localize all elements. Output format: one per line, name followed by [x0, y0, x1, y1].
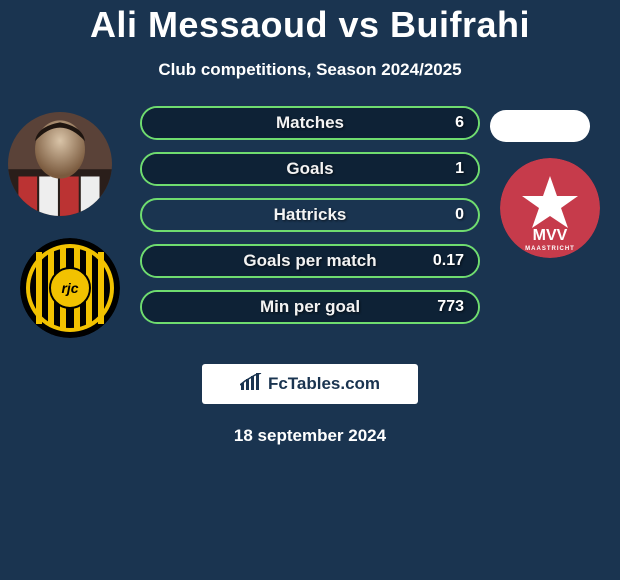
stat-pill-value-right: 0 [455, 206, 464, 224]
stat-pill: Matches6 [140, 106, 480, 140]
stats-area: rjc MVV MAASTRICHT Matches6 Goals1 Hattric… [0, 110, 620, 360]
stat-pill: Min per goal773 [140, 290, 480, 324]
club-left-badge-svg: rjc [20, 238, 120, 338]
club-right-badge-subtext: MAASTRICHT [525, 246, 575, 252]
player-left-avatar-svg [8, 112, 112, 216]
stat-pill: Goals1 [140, 152, 480, 186]
brand-box[interactable]: FcTables.com [202, 364, 418, 404]
stat-pill: Goals per match0.17 [140, 244, 480, 278]
stat-pill-label: Hattricks [142, 205, 478, 225]
stat-pill-label: Goals [142, 159, 478, 179]
club-left-badge: rjc [20, 238, 120, 338]
page-title: Ali Messaoud vs Buifrahi [0, 4, 620, 46]
stat-pill: Hattricks0 [140, 198, 480, 232]
date-line: 18 september 2024 [0, 426, 620, 446]
comparison-card: Ali Messaoud vs Buifrahi Club competitio… [0, 0, 620, 580]
stat-pill-column: Matches6Goals1Hattricks0Goals per match0… [140, 106, 480, 336]
player-right-avatar-placeholder [490, 110, 590, 142]
brand-chart-icon [240, 373, 262, 396]
club-left-badge-text: rjc [61, 280, 78, 296]
subtitle: Club competitions, Season 2024/2025 [0, 60, 620, 80]
player-left-avatar [8, 112, 112, 216]
club-right-badge-svg: MVV MAASTRICHT [500, 158, 600, 258]
stat-pill-value-right: 0.17 [433, 252, 464, 270]
stat-pill-label: Matches [142, 113, 478, 133]
stat-pill-label: Min per goal [142, 297, 478, 317]
stat-pill-value-right: 6 [455, 114, 464, 132]
stat-pill-value-right: 1 [455, 160, 464, 178]
club-right-badge: MVV MAASTRICHT [500, 158, 600, 258]
stat-pill-label: Goals per match [142, 251, 478, 271]
stat-pill-value-right: 773 [437, 298, 464, 316]
brand-text: FcTables.com [268, 374, 380, 394]
club-right-badge-text: MVV [533, 227, 568, 244]
